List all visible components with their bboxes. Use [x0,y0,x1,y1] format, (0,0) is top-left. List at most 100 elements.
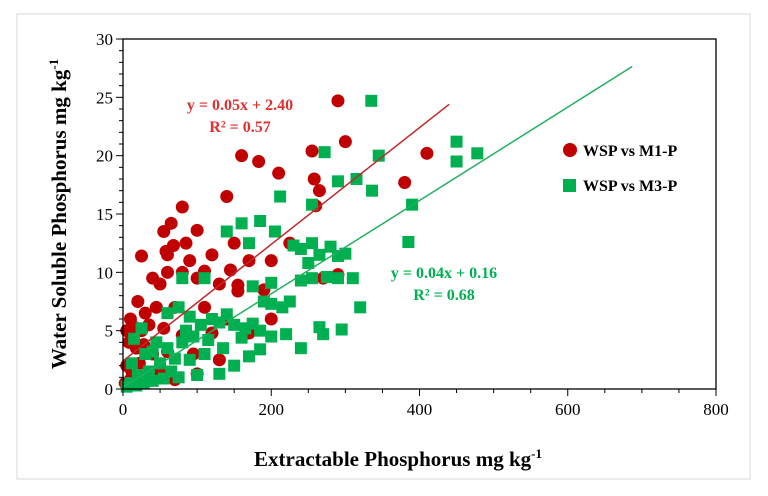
y-axis-label-text: Water Soluble Phosphorus mg kg [47,69,71,369]
data-point-m3 [317,328,330,341]
data-point-m1 [420,146,434,160]
data-point-m1 [235,149,249,163]
data-point-m3 [265,276,278,289]
data-point-m3 [180,324,193,337]
data-point-m3 [220,225,233,238]
data-point-m3 [125,357,138,370]
data-point-m3 [254,343,267,356]
data-point-m3 [350,173,363,185]
data-point-m3 [191,369,204,381]
data-point-m1 [198,300,212,314]
legend-label-m1: WSP vs M1-P [583,143,677,160]
data-point-m3 [274,190,287,203]
m1-equation: y = 0.05x + 2.40 [187,97,293,114]
x-tick-label: 200 [259,400,285,419]
data-point-m1 [312,184,326,198]
m1-r2: R² = 0.57 [209,119,270,136]
data-point-m3 [146,374,159,387]
data-point-m3 [176,336,189,349]
data-point-m1 [175,200,189,214]
data-point-m1 [231,278,245,292]
data-point-m1 [264,312,278,326]
data-point-m1 [190,223,204,237]
data-point-m1 [223,263,237,277]
data-point-m3 [450,135,463,148]
data-point-m3 [294,342,307,355]
data-point-m1 [307,172,321,186]
data-point-m3 [318,146,331,159]
data-point-m3 [202,334,215,346]
data-point-m3 [335,323,348,336]
data-point-m3 [139,348,152,360]
data-point-m3 [176,272,189,285]
trendline-m1 [122,103,450,362]
data-point-m3 [235,331,248,344]
figure-border [16,13,751,480]
data-point-m3 [471,147,484,160]
data-point-m1 [149,300,163,314]
data-point-m3 [339,247,352,260]
x-tick-label: 800 [703,400,729,419]
data-point-m1 [398,176,412,189]
data-point-m1 [153,277,167,291]
y-tick-label: 5 [105,322,114,341]
data-point-m1 [131,295,145,308]
data-point-m3 [194,318,207,331]
y-tick-label: 30 [96,30,113,49]
data-point-m3 [331,272,344,285]
data-point-m3 [135,322,148,335]
data-point-m3 [402,236,415,248]
data-point-m1 [135,249,149,263]
data-point-m3 [324,240,337,253]
x-tick-label: 600 [555,400,581,419]
legend-marker-m3 [563,179,576,192]
data-point-m1 [305,144,319,158]
y-tick-label: 20 [96,147,113,166]
y-tick-label: 25 [96,88,113,107]
data-point-m3 [243,237,256,250]
data-point-m3 [265,330,278,343]
data-point-m3 [320,271,333,283]
data-point-m3 [217,342,230,355]
data-point-m3 [268,225,281,238]
data-point-m3 [235,217,248,230]
data-point-m3 [172,301,185,314]
data-point-m3 [198,272,211,285]
data-point-m1 [205,248,219,262]
m3-equation: y = 0.04x + 0.16 [391,265,497,282]
data-point-m3 [294,243,307,255]
data-point-m3 [172,371,185,384]
data-point-m3 [306,198,319,211]
data-point-m3 [306,237,319,250]
data-point-m3 [183,310,196,323]
legend-marker-m1 [563,143,577,157]
data-point-m3 [365,94,378,107]
data-point-m3 [150,336,163,349]
data-point-m3 [346,272,359,285]
data-point-m1 [157,225,171,238]
data-point-m3 [128,332,141,345]
data-point-m3 [198,348,211,360]
data-point-m3 [228,318,241,331]
data-point-m3 [313,248,326,261]
data-point-m3 [243,350,256,363]
data-point-m3 [366,184,379,197]
data-point-m3 [213,367,226,380]
data-point-m1 [160,265,174,279]
m3-r2: R² = 0.68 [413,287,474,304]
data-point-m1 [227,236,241,250]
data-point-m1 [183,254,197,268]
data-point-m3 [161,342,174,355]
data-point-m3 [302,257,315,269]
data-point-m3 [161,307,174,320]
data-point-m3 [246,317,259,330]
x-axis-label: Extractable Phosphorus mg kg-1 [254,446,542,471]
data-point-m1 [252,155,266,168]
data-point-m3 [246,280,259,293]
data-point-m3 [306,272,319,285]
x-tick-label: 400 [407,400,433,419]
data-point-m3 [265,297,278,310]
data-point-m1 [331,94,345,108]
